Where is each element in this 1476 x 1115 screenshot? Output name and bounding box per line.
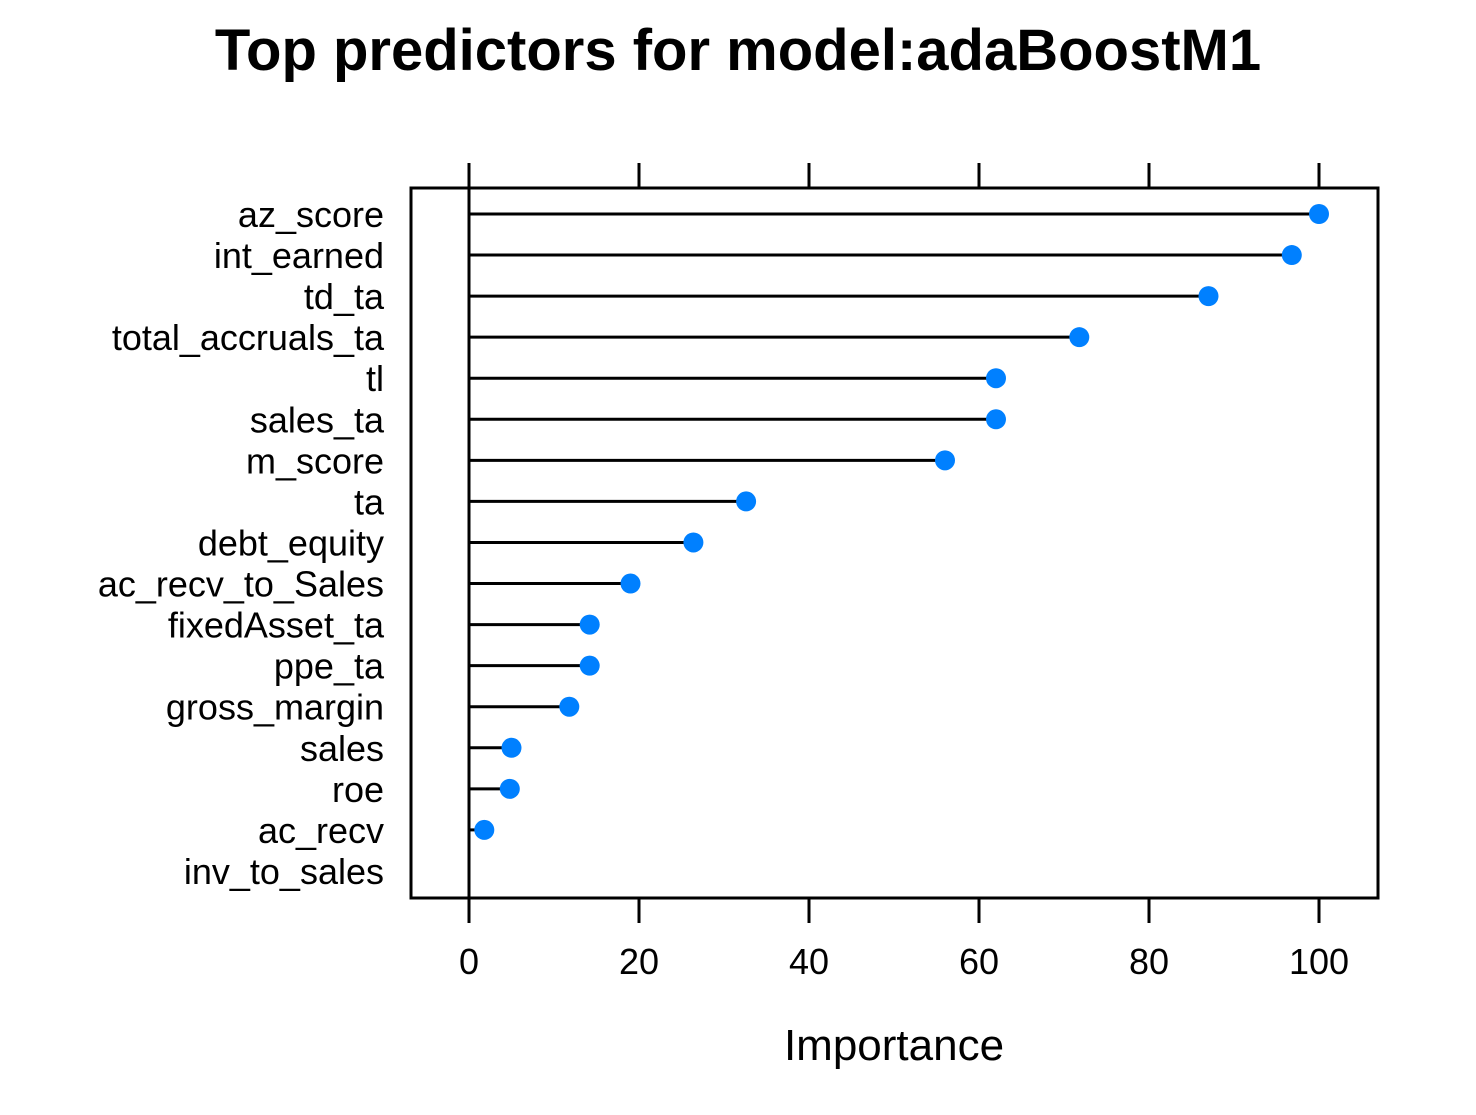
category-labels: az_scoreint_earnedtd_tatotal_accruals_ta… (98, 194, 385, 892)
category-label: ac_recv (258, 810, 384, 851)
x-tick-label: 80 (1129, 941, 1169, 982)
importance-point (683, 532, 704, 553)
importance-point (474, 819, 495, 840)
importance-point (501, 737, 522, 758)
x-tick-label: 100 (1289, 941, 1349, 982)
x-tick-label: 60 (959, 941, 999, 982)
axis-ticks: 0 20 40 60 80 100 (459, 163, 1349, 982)
chart-title: Top predictors for model:adaBoostM1 (215, 18, 1261, 83)
category-label: inv_to_sales (184, 851, 384, 892)
category-label: sales_ta (250, 399, 385, 440)
importance-point (559, 696, 580, 717)
category-label: total_accruals_ta (112, 317, 385, 358)
importance-point (499, 778, 520, 799)
importance-point (935, 450, 955, 471)
category-label: tl (366, 358, 384, 399)
category-label: fixedAsset_ta (168, 605, 385, 646)
category-label: m_score (246, 440, 384, 481)
category-label: az_score (238, 194, 384, 235)
importance-point (579, 655, 600, 676)
category-label: roe (332, 769, 384, 810)
category-label: int_earned (214, 235, 384, 276)
category-label: ppe_ta (274, 646, 385, 687)
importance-point (579, 614, 600, 635)
category-label: ta (354, 481, 385, 522)
importance-point (1309, 204, 1329, 224)
importance-point (1281, 245, 1302, 266)
category-label: gross_margin (166, 687, 384, 728)
importance-point (620, 573, 641, 594)
lollipop-stems (469, 212, 1319, 832)
plot-frame (409, 186, 1380, 900)
category-label: sales (300, 728, 384, 769)
importance-point (986, 409, 1006, 430)
importance-point (986, 368, 1006, 389)
x-tick-label: 0 (459, 941, 479, 982)
importance-points (474, 204, 1329, 840)
x-tick-label: 40 (789, 941, 829, 982)
category-label: debt_equity (198, 522, 384, 563)
importance-point (1198, 286, 1219, 307)
importance-point (736, 491, 757, 512)
x-tick-label: 20 (619, 941, 659, 982)
importance-point (1069, 327, 1090, 348)
x-axis-label: Importance (784, 1021, 1004, 1070)
category-label: ac_recv_to_Sales (98, 564, 384, 605)
category-label: td_ta (304, 276, 385, 317)
